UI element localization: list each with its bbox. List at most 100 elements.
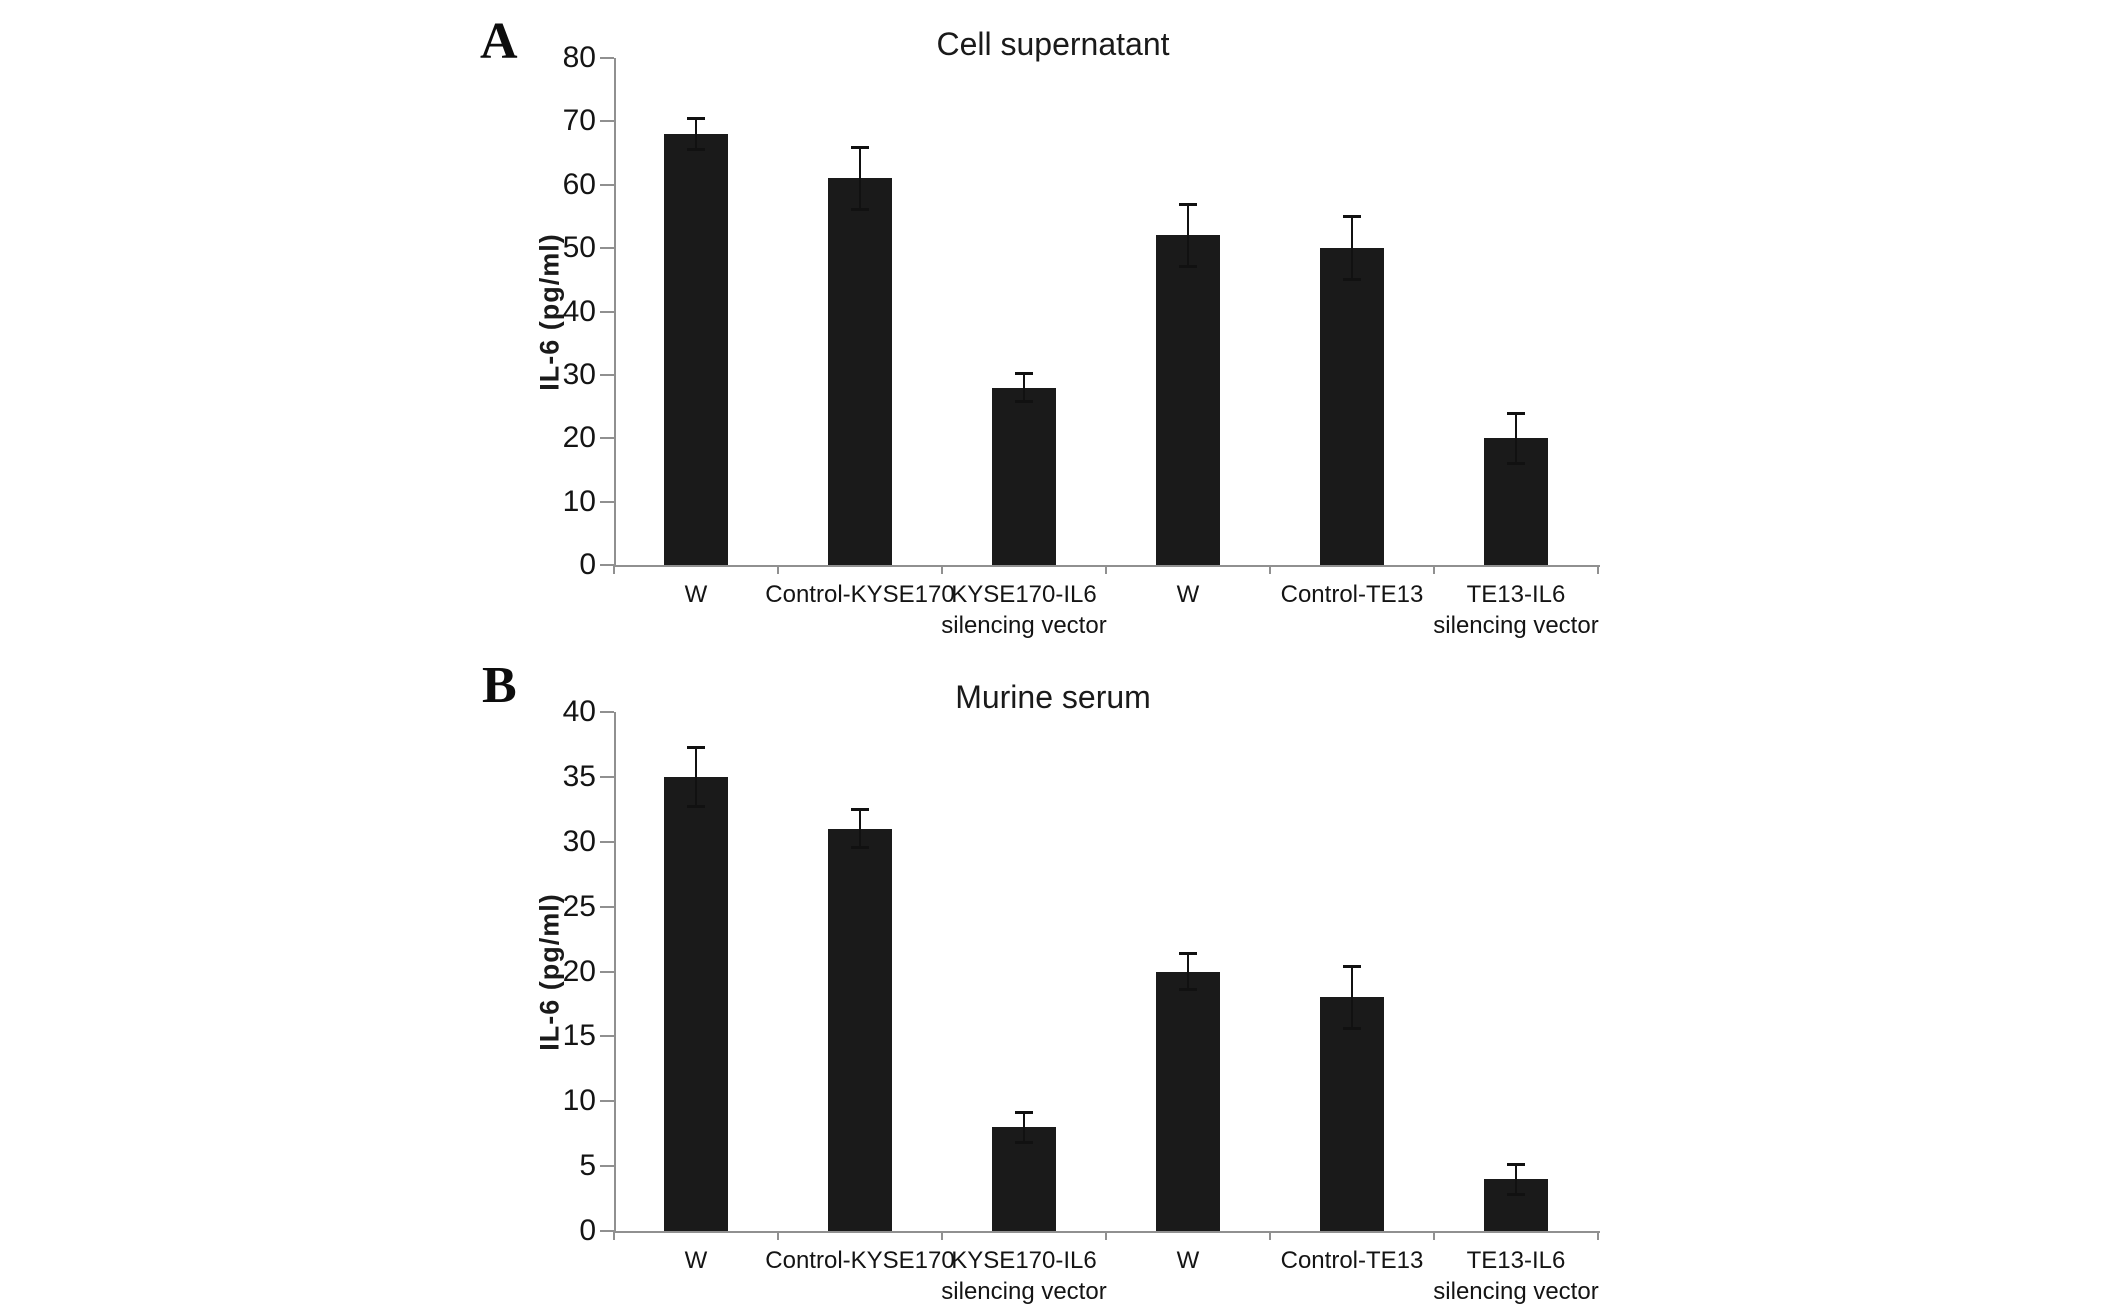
y-tick-mark bbox=[600, 1100, 614, 1103]
y-tick-label: 30 bbox=[562, 357, 596, 391]
chart-title: Murine serum bbox=[955, 679, 1151, 715]
error-bar-cap-top bbox=[1015, 371, 1033, 375]
error-bar-whisker bbox=[1515, 1163, 1517, 1195]
error-bar-cap-top bbox=[687, 746, 705, 750]
y-tick-label: 80 bbox=[562, 41, 596, 74]
bar-w bbox=[664, 776, 728, 1231]
error-bar-whisker bbox=[1187, 203, 1189, 268]
bar-control-te13 bbox=[1320, 997, 1384, 1231]
y-tick-mark bbox=[600, 120, 614, 123]
x-tick-mark bbox=[1105, 1231, 1107, 1240]
bar-control-te13 bbox=[1320, 248, 1384, 565]
x-axis-line bbox=[614, 565, 1600, 567]
chart-title: Cell supernatant bbox=[936, 26, 1170, 62]
category-label: KYSE170-IL6 silencing vector bbox=[941, 1247, 1107, 1305]
y-tick-mark bbox=[600, 437, 614, 440]
y-tick-label: 60 bbox=[562, 167, 596, 201]
error-bar-whisker bbox=[695, 747, 697, 807]
x-tick-mark bbox=[1433, 1231, 1435, 1240]
panel-letter: B bbox=[482, 657, 517, 714]
x-tick-mark bbox=[941, 565, 943, 574]
error-bar-cap-bottom bbox=[851, 846, 869, 850]
y-tick-label: 5 bbox=[579, 1149, 596, 1183]
x-tick-mark bbox=[777, 565, 779, 574]
y-tick-label: 70 bbox=[562, 104, 596, 138]
y-tick-mark bbox=[600, 310, 614, 313]
error-bar-whisker bbox=[859, 809, 861, 849]
error-bar-whisker bbox=[1023, 372, 1025, 403]
bar-w bbox=[1156, 235, 1220, 565]
x-axis-line bbox=[614, 1231, 1600, 1233]
y-axis-line bbox=[614, 712, 616, 1233]
y-tick-mark bbox=[600, 1035, 614, 1038]
error-bar-whisker bbox=[1187, 953, 1189, 990]
category-label: Control-KYSE170 bbox=[765, 1247, 955, 1274]
x-tick-mark bbox=[777, 1231, 779, 1240]
bar-w bbox=[1156, 971, 1220, 1231]
category-label: Control-KYSE170 bbox=[765, 581, 955, 608]
error-bar-cap-bottom bbox=[1343, 1026, 1361, 1030]
error-bar-whisker bbox=[859, 146, 861, 211]
error-bar-cap-top bbox=[1015, 1110, 1033, 1114]
category-label: TE13-IL6 silencing vector bbox=[1433, 581, 1599, 639]
x-tick-mark bbox=[1597, 565, 1599, 574]
y-tick-mark bbox=[600, 970, 614, 973]
x-tick-mark bbox=[1433, 565, 1435, 574]
y-tick-label: 15 bbox=[562, 1019, 596, 1053]
x-tick-mark bbox=[1269, 565, 1271, 574]
y-tick-mark bbox=[600, 775, 614, 778]
x-tick-mark bbox=[1105, 565, 1107, 574]
y-tick-label: 0 bbox=[579, 1214, 596, 1247]
x-tick-mark bbox=[613, 1231, 615, 1240]
error-bar-cap-bottom bbox=[1507, 1192, 1525, 1196]
y-tick-label: 35 bbox=[562, 759, 596, 793]
y-tick-label: 0 bbox=[579, 548, 596, 581]
y-tick-label: 25 bbox=[562, 889, 596, 923]
error-bar-cap-top bbox=[1343, 965, 1361, 969]
bar-kyse170-il6 bbox=[992, 387, 1056, 565]
y-tick-mark bbox=[600, 711, 614, 713]
y-tick-label: 20 bbox=[562, 954, 596, 988]
y-tick-mark bbox=[600, 373, 614, 376]
error-bar-cap-top bbox=[1507, 1162, 1525, 1166]
panel-letter: A bbox=[480, 13, 518, 70]
category-label: TE13-IL6 silencing vector bbox=[1433, 1247, 1599, 1305]
error-bar-whisker bbox=[1351, 966, 1353, 1029]
error-bar-cap-bottom bbox=[687, 147, 705, 151]
y-tick-label: 20 bbox=[562, 421, 596, 455]
y-tick-mark bbox=[600, 1230, 614, 1232]
category-label: Control-TE13 bbox=[1280, 581, 1424, 608]
error-bar-cap-top bbox=[851, 808, 869, 812]
error-bar-cap-top bbox=[1179, 952, 1197, 956]
error-bar-cap-top bbox=[1343, 215, 1361, 219]
error-bar-cap-bottom bbox=[687, 804, 705, 808]
error-bar-cap-bottom bbox=[1343, 277, 1361, 281]
error-bar-cap-bottom bbox=[851, 208, 869, 212]
category-label: KYSE170-IL6 silencing vector bbox=[941, 581, 1107, 639]
y-tick-mark bbox=[600, 840, 614, 843]
y-tick-mark bbox=[600, 905, 614, 908]
x-tick-mark bbox=[1597, 1231, 1599, 1240]
error-bar-whisker bbox=[1023, 1111, 1025, 1143]
y-tick-mark bbox=[600, 57, 614, 59]
x-tick-mark bbox=[941, 1231, 943, 1240]
error-bar-cap-bottom bbox=[1015, 400, 1033, 404]
y-tick-mark bbox=[600, 183, 614, 186]
error-bar-cap-bottom bbox=[1507, 461, 1525, 465]
y-tick-mark bbox=[600, 500, 614, 503]
error-bar-cap-bottom bbox=[1179, 987, 1197, 991]
y-tick-label: 10 bbox=[562, 1084, 596, 1118]
category-label: W bbox=[1176, 1247, 1200, 1274]
bar-control-kyse170 bbox=[828, 178, 892, 565]
y-tick-mark bbox=[600, 564, 614, 566]
x-tick-mark bbox=[1269, 1231, 1271, 1240]
error-bar-cap-top bbox=[1507, 411, 1525, 415]
y-tick-label: 40 bbox=[562, 695, 596, 728]
bar-w bbox=[664, 134, 728, 565]
bar-kyse170-il6 bbox=[992, 1127, 1056, 1231]
y-tick-label: 30 bbox=[562, 824, 596, 858]
error-bar-whisker bbox=[695, 118, 697, 150]
